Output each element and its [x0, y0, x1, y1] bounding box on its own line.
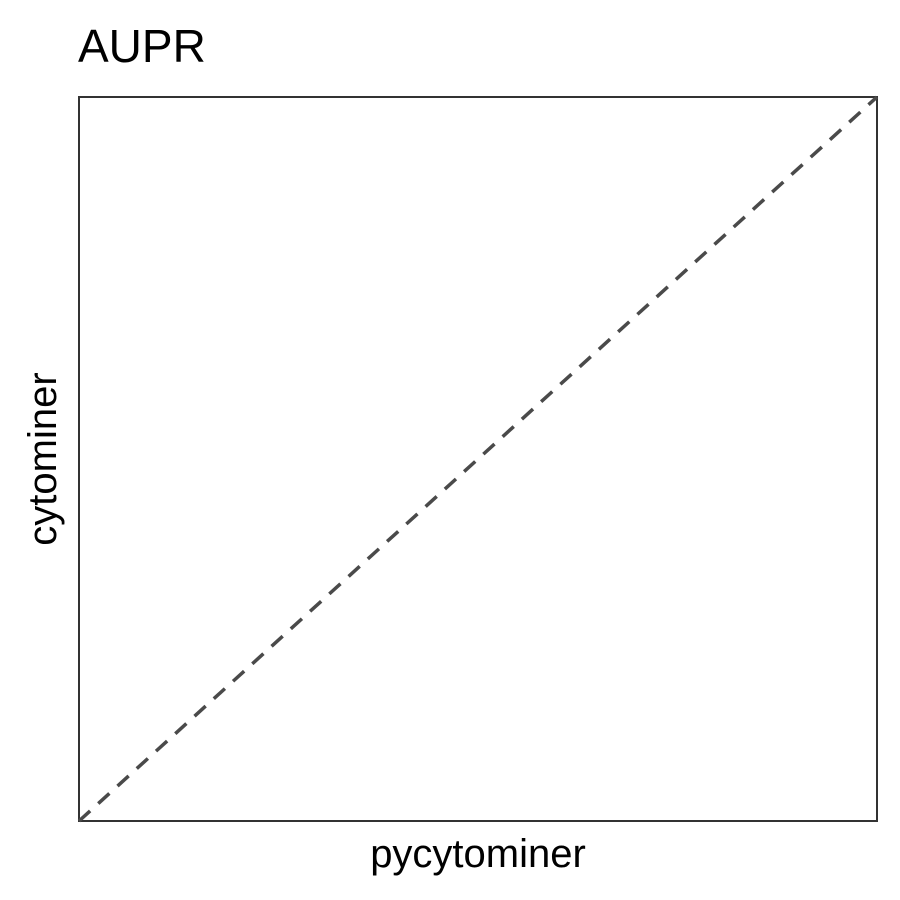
y-axis-label: cytominer	[21, 372, 65, 545]
chart-title: AUPR	[78, 20, 206, 72]
plot-frame	[78, 96, 878, 822]
x-axis-label: pycytominer	[370, 832, 586, 876]
identity-reference-line	[77, 95, 879, 823]
